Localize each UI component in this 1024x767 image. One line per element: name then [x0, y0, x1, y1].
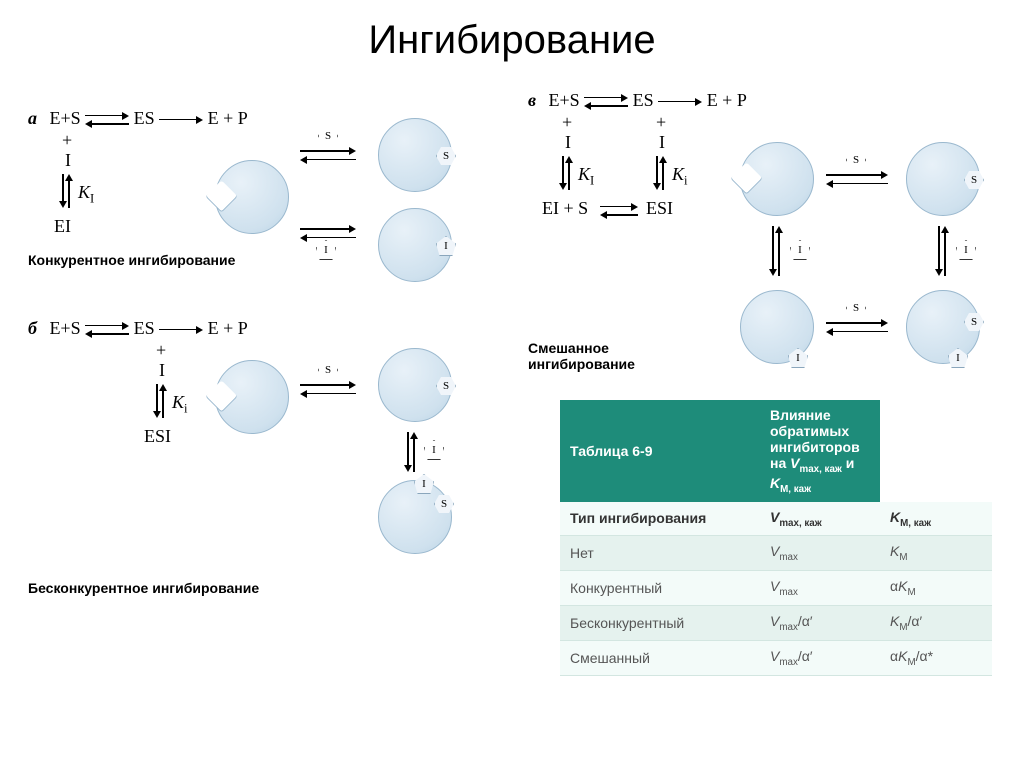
- panel-a: а E+S ES E + P + I KI EI Конкурентное ин…: [28, 108, 248, 129]
- i-ligand-icon: I: [316, 240, 336, 260]
- panel-b-label: б: [28, 318, 37, 338]
- panel-a-label: а: [28, 108, 37, 128]
- enzyme-a-free: [215, 160, 289, 234]
- table-6-9: Таблица 6-9 Влияние обратимых ингибиторо…: [560, 400, 992, 676]
- eq-a-ki: K: [78, 182, 90, 202]
- enzyme-b-s: S: [378, 348, 452, 422]
- caption-b: Бесконкурентное ингибирование: [28, 580, 259, 596]
- eq-a-ep: E + P: [208, 108, 248, 128]
- enzyme-c-si: S I: [906, 290, 980, 364]
- enzyme-c-s: S: [906, 142, 980, 216]
- eq-a-ei: EI: [54, 216, 71, 237]
- s-ligand-icon: S: [318, 126, 338, 146]
- col-type: Тип ингибирования: [560, 502, 760, 536]
- caption-c: Смешанное ингибирование: [528, 340, 635, 372]
- table-row: БесконкурентныйVmax/α′KM/α′: [560, 605, 992, 640]
- table-row: НетVmaxKM: [560, 536, 992, 571]
- col-km: KM, каж: [880, 502, 992, 536]
- eq-a-es2: ES: [134, 108, 155, 128]
- panel-c: в E+S ES E + P + + I I KI Ki EI + S ESI: [528, 90, 747, 111]
- panel-c-label: в: [528, 90, 536, 110]
- enzyme-a-i: I: [378, 208, 452, 282]
- enzyme-b-si: I S: [378, 480, 452, 554]
- caption-a: Конкурентное ингибирование: [28, 252, 235, 268]
- panel-b: б E+S ES E + P + I Ki ESI: [28, 318, 248, 339]
- table-row: КонкурентныйVmaxαKM: [560, 571, 992, 606]
- table-title: Влияние обратимых ингибиторов на Vmax, к…: [760, 400, 880, 502]
- enzyme-b-free: [215, 360, 289, 434]
- enzyme-c-i: I: [740, 290, 814, 364]
- eq-b-esi: ESI: [144, 426, 171, 447]
- page-title: Ингибирование: [0, 0, 1024, 73]
- enzyme-c-free: [740, 142, 814, 216]
- eq-a-i: I: [65, 150, 71, 171]
- table-row: СмешанныйVmax/α′αKM/α*: [560, 640, 992, 675]
- eq-a-plus: +: [62, 130, 72, 151]
- col-vmax: Vmax, каж: [760, 502, 880, 536]
- table-number: Таблица 6-9: [560, 400, 760, 502]
- enzyme-a-s: S: [378, 118, 452, 192]
- eq-a-es: E+S: [49, 108, 80, 128]
